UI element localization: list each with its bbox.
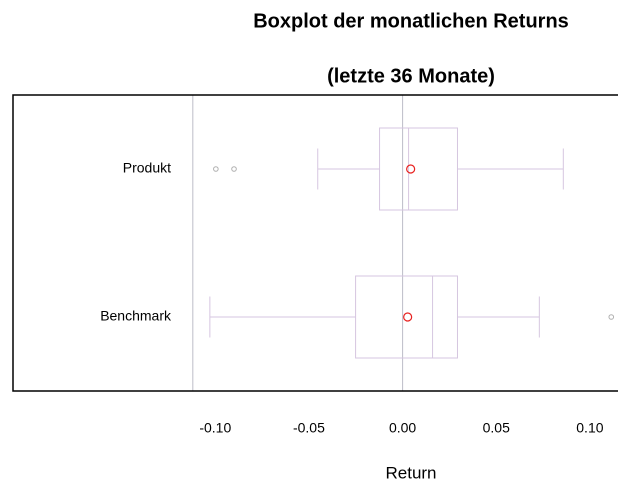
y-tick-label: Produkt — [123, 160, 171, 176]
mean — [403, 312, 413, 322]
plot-frame — [12, 94, 618, 392]
y-tick-label: Benchmark — [100, 308, 172, 324]
x-axis-label: Return — [385, 463, 436, 482]
x-tick-label: 0.10 — [576, 420, 603, 436]
x-tick-label: -0.05 — [293, 420, 325, 436]
mean — [406, 164, 416, 174]
chart-title: Boxplot der monatlichen Returns — [253, 10, 569, 32]
box — [355, 275, 458, 359]
outlier — [608, 314, 615, 320]
x-tick-label: -0.10 — [199, 420, 231, 436]
outlier — [231, 166, 237, 172]
x-tick-label: 0.05 — [483, 420, 510, 436]
chart-subtitle: (letzte 36 Monate) — [327, 65, 495, 87]
x-tick-label: 0.00 — [389, 420, 416, 436]
outlier — [213, 166, 219, 172]
box — [379, 127, 458, 211]
